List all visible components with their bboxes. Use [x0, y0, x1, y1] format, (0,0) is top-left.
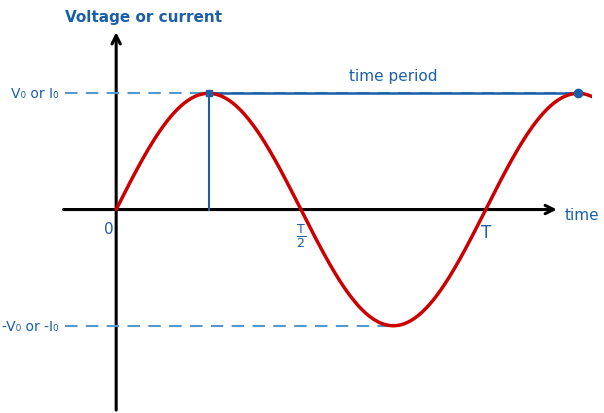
Text: T: T	[481, 224, 491, 242]
Text: time period: time period	[349, 69, 437, 84]
Text: time: time	[564, 207, 599, 222]
Text: V₀ or I₀: V₀ or I₀	[11, 87, 59, 101]
Text: -V₀ or -I₀: -V₀ or -I₀	[2, 319, 59, 333]
Text: Voltage or current: Voltage or current	[65, 9, 222, 24]
Text: $\mathdefault{\frac{T}{2}}$: $\mathdefault{\frac{T}{2}}$	[296, 222, 306, 249]
Text: 0: 0	[104, 222, 114, 237]
